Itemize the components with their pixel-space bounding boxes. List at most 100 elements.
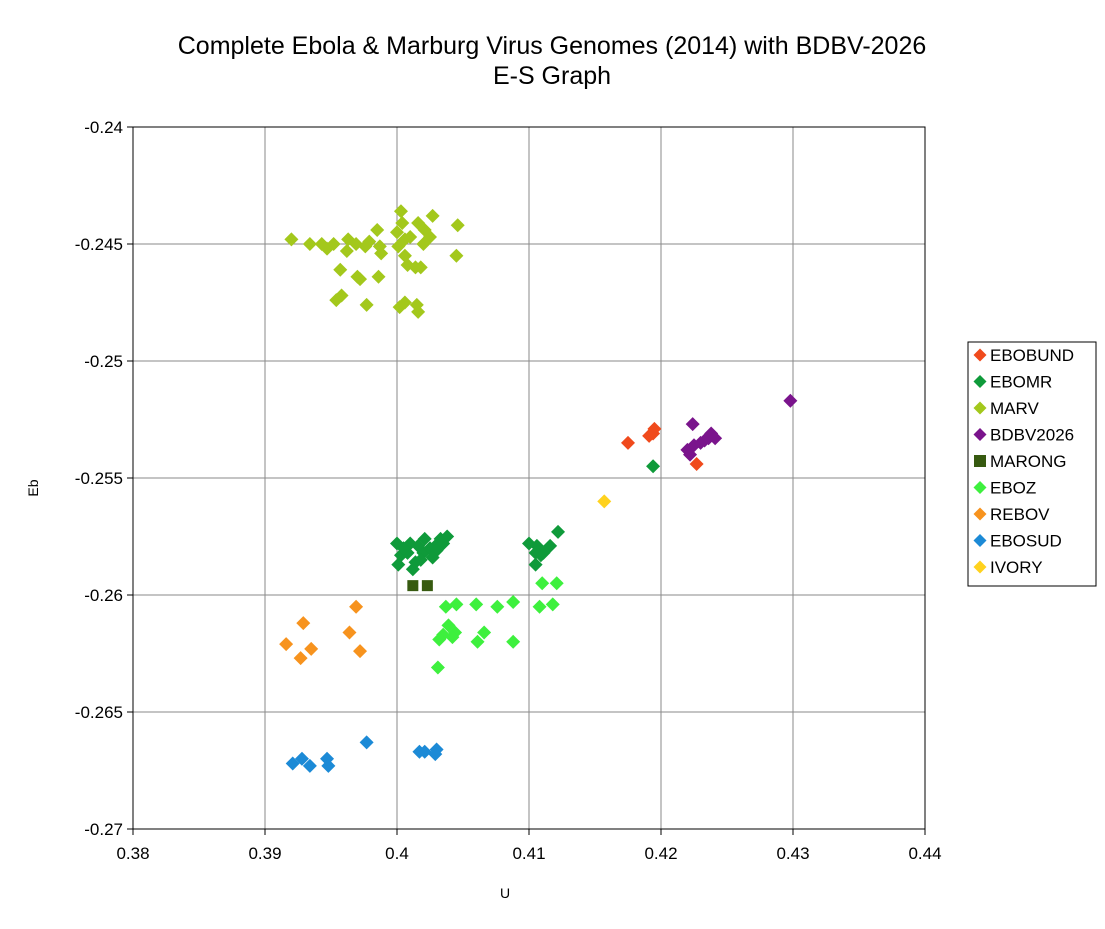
data-point-eboz	[490, 599, 505, 614]
series-ebobund	[621, 421, 704, 471]
data-point-ebomr	[528, 557, 543, 572]
data-point-marv	[359, 297, 374, 312]
legend-item-bdbv2026: BDBV2026	[973, 426, 1074, 445]
legend-item-marong: MARONG	[974, 452, 1067, 471]
data-point-ebosud	[417, 744, 432, 759]
data-point-ebobund	[621, 435, 635, 450]
y-axis-ticks: -0.24 -0.245 -0.25 -0.255 -0.26 -0.265 -0.27	[75, 118, 133, 839]
data-point-ebosud	[321, 758, 336, 773]
data-point-marv	[393, 204, 408, 219]
legend-items: EBOBUND EBOMR MARV BDBV2026 MARONG EBOZ REBOV E…	[973, 346, 1074, 577]
data-point-ebobund	[689, 456, 704, 471]
legend-marker-bdbv2026	[973, 428, 987, 441]
data-point-ebomr	[528, 545, 543, 560]
x-tick-label: 0.43	[776, 844, 809, 863]
data-point-ebomr	[433, 531, 448, 546]
data-point-ebomr	[522, 536, 536, 551]
data-point-marv	[353, 272, 368, 287]
data-point-rebov	[279, 637, 294, 652]
data-point-rebov	[293, 651, 308, 666]
data-point-ivory	[597, 494, 612, 509]
data-point-ebosud	[285, 756, 300, 771]
y-tick-label: -0.265	[75, 703, 123, 722]
data-point-eboz	[449, 597, 464, 612]
data-point-marv	[326, 237, 341, 251]
legend-label-ivory: IVORY	[990, 558, 1043, 577]
legend-label-ebobund: EBOBUND	[990, 346, 1074, 365]
x-tick-label: 0.4	[385, 844, 409, 863]
series-ivory	[597, 494, 612, 509]
y-tick-label: -0.27	[84, 820, 123, 839]
legend-item-marv: MARV	[973, 399, 1039, 418]
legend-item-rebov: REBOV	[973, 505, 1050, 524]
data-point-eboz	[532, 599, 547, 614]
legend-box	[967, 341, 1097, 587]
legend-label-bdbv2026: BDBV2026	[990, 426, 1074, 445]
data-point-marv	[334, 288, 349, 303]
legend-marker-ebosud	[973, 534, 987, 547]
y-tick-label: -0.26	[84, 586, 123, 605]
data-point-eboz	[432, 632, 447, 647]
data-point-marv	[397, 248, 412, 263]
data-point-eboz	[438, 599, 453, 614]
data-point-ebosud	[359, 735, 374, 750]
data-point-ebosud	[428, 747, 443, 762]
y-tick-label: -0.24	[84, 118, 123, 137]
series-ebomr	[390, 459, 661, 577]
chart-subtitle: E-S Graph	[493, 62, 611, 90]
data-point-ebomr	[413, 552, 428, 567]
data-points	[279, 204, 798, 773]
gridlines	[133, 127, 925, 829]
legend-item-ebomr: EBOMR	[973, 373, 1052, 392]
legend-label-ebosud: EBOSUD	[990, 532, 1062, 551]
data-point-marv	[371, 269, 386, 284]
data-point-bdbv2026	[783, 393, 798, 408]
data-point-marv	[339, 244, 354, 259]
chart-title: Complete Ebola & Marburg Virus Genomes (…	[178, 32, 927, 60]
data-point-marv	[362, 234, 377, 249]
y-tick-label: -0.25	[84, 352, 123, 371]
y-tick-label: -0.255	[75, 469, 123, 488]
legend-item-ivory: IVORY	[973, 558, 1043, 577]
legend-label-rebov: REBOV	[990, 505, 1050, 524]
data-point-marv	[450, 218, 465, 233]
series-ebosud	[285, 735, 444, 773]
data-point-marv	[284, 232, 299, 247]
data-point-rebov	[304, 641, 319, 656]
data-point-eboz	[549, 576, 564, 591]
legend-item-ebobund: EBOBUND	[973, 346, 1074, 365]
data-point-bdbv2026	[685, 417, 700, 432]
data-point-marv	[397, 295, 412, 310]
data-point-marv	[302, 237, 317, 251]
legend-label-eboz: EBOZ	[990, 479, 1036, 498]
data-point-ebomr	[425, 550, 440, 565]
data-point-ebomr	[396, 541, 411, 556]
legend-item-eboz: EBOZ	[973, 479, 1036, 498]
data-point-ebomr	[646, 459, 661, 474]
legend-marker-ivory	[973, 560, 987, 574]
x-axis-ticks: 0.38 0.39 0.4 0.41 0.42 0.43 0.44	[116, 829, 942, 863]
data-point-ebomr	[391, 557, 406, 572]
data-point-rebov	[296, 616, 311, 631]
data-point-eboz	[545, 597, 560, 612]
legend-item-ebosud: EBOSUD	[973, 532, 1062, 551]
data-point-ebomr	[536, 545, 551, 560]
data-point-marv	[403, 229, 418, 244]
x-tick-label: 0.39	[248, 844, 281, 863]
x-tick-label: 0.42	[644, 844, 677, 863]
data-point-marv	[390, 225, 404, 240]
legend-label-marv: MARV	[990, 399, 1039, 418]
legend-marker-marong	[974, 455, 986, 467]
x-axis-label: U	[500, 885, 510, 901]
x-tick-label: 0.44	[908, 844, 941, 863]
series-eboz	[430, 576, 564, 675]
data-point-marv	[449, 248, 464, 263]
series-marv	[284, 204, 465, 319]
data-point-bdbv2026	[708, 431, 723, 446]
data-point-rebov	[349, 599, 364, 614]
data-point-eboz	[469, 597, 484, 612]
data-point-marong	[407, 580, 419, 592]
data-point-eboz	[477, 625, 492, 640]
